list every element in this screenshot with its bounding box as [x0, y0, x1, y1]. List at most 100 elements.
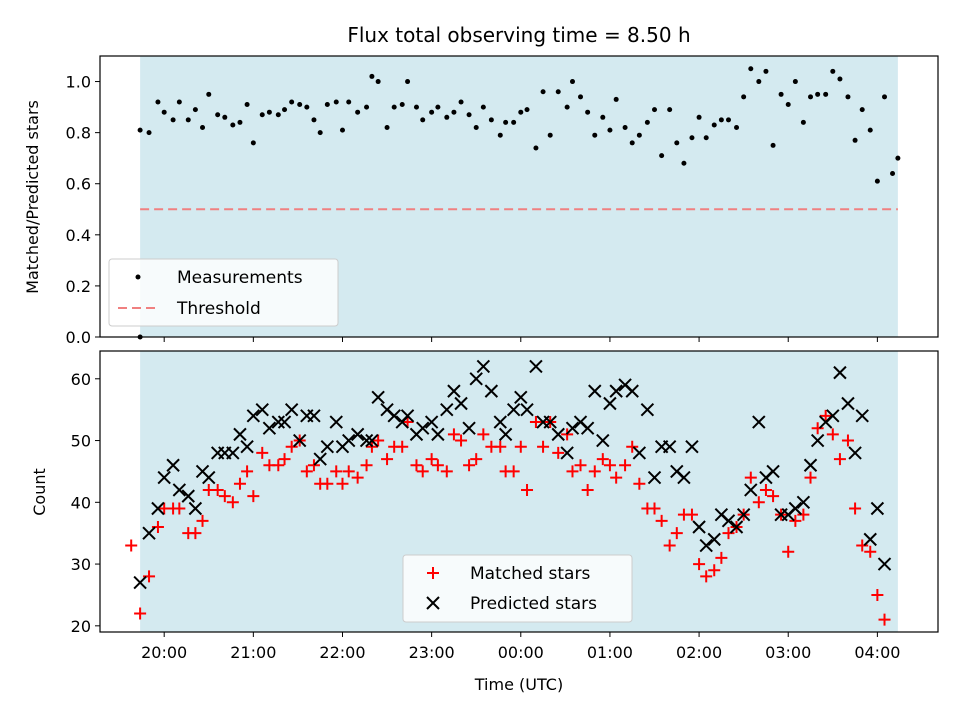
measurement-point: [244, 102, 250, 108]
measurement-point: [206, 91, 212, 97]
matched-star-point: [804, 471, 817, 484]
measurement-point: [808, 94, 814, 100]
predicted-star-point: [484, 384, 499, 398]
matched-star-point: [849, 502, 862, 515]
matched-star-point: [782, 545, 795, 558]
predicted-star-point: [476, 359, 491, 374]
measurement-point: [215, 112, 221, 118]
legend-matched-marker: [427, 567, 439, 579]
measurement-point: [413, 104, 419, 110]
top-ytick-label: 0.2: [66, 277, 91, 296]
matched-star-point: [596, 453, 609, 466]
measurement-point: [137, 127, 143, 133]
predicted-star-point: [699, 538, 713, 553]
measurement-point: [355, 109, 361, 115]
matched-star-point: [321, 477, 334, 490]
matched-star-point: [767, 490, 780, 503]
measurement-point: [622, 125, 628, 131]
top-axis-ticks: 0.0 0.2 0.4 0.6 0.8 1.0: [66, 73, 878, 347]
measurement-point: [200, 125, 206, 131]
measurement-point: [511, 119, 517, 125]
measurement-point: [895, 155, 901, 161]
measurement-point: [176, 99, 182, 105]
predicted-star-point: [662, 440, 677, 454]
measurement-point: [711, 122, 717, 128]
top-ylabel: Matched/Predicted stars: [23, 100, 42, 294]
measurement-point: [185, 117, 191, 123]
matched-star-point: [410, 459, 423, 472]
matched-star-point: [272, 459, 285, 472]
matched-star-point: [626, 440, 639, 453]
xtick-label: 04:00: [854, 643, 900, 662]
xtick-label: 21:00: [230, 643, 276, 662]
bottom-ytick-label: 50: [71, 432, 91, 451]
matched-star-point: [552, 446, 565, 459]
predicted-star-point: [469, 372, 483, 386]
measurement-point: [384, 125, 390, 131]
predicted-star-point: [796, 495, 811, 510]
measurement-point: [792, 79, 798, 85]
matched-star-point: [878, 613, 891, 626]
predicted-star-point: [271, 415, 286, 429]
measurement-point: [830, 68, 836, 74]
predicted-star-point: [603, 396, 617, 411]
predicted-star-point: [277, 415, 292, 429]
measurement-point: [250, 140, 256, 146]
matched-star-point: [477, 428, 490, 441]
measurement-point: [547, 132, 553, 138]
measurement-point: [718, 117, 724, 123]
matched-star-point: [247, 490, 260, 503]
matched-star-point: [693, 558, 706, 571]
predicted-star-point: [166, 458, 180, 472]
measurement-point: [518, 109, 524, 115]
predicted-star-point: [240, 440, 254, 454]
measurement-point: [391, 104, 397, 110]
measurement-point: [466, 112, 472, 118]
predicted-star-point: [560, 446, 574, 460]
matched-star-point: [722, 527, 735, 540]
matched-star-point: [537, 440, 550, 453]
measurement-point: [607, 127, 613, 133]
measurement-point: [726, 117, 731, 123]
measurement-point: [192, 107, 198, 113]
predicted-star-point: [514, 390, 528, 405]
predicted-star-point: [565, 421, 580, 435]
predicted-star-point: [292, 433, 307, 448]
top-ytick-label: 0.0: [66, 328, 91, 347]
measurement-point: [837, 76, 843, 82]
predicted-star-point: [551, 427, 565, 442]
matched-star-point: [463, 459, 476, 472]
x-axis-label: Time (UTC): [474, 675, 563, 694]
predicted-star-point: [462, 421, 476, 435]
predicted-star-point: [262, 421, 277, 435]
measurement-point: [652, 107, 658, 113]
matched-star-point: [715, 551, 728, 564]
predicted-star-point: [625, 384, 639, 398]
predicted-star-point: [744, 483, 758, 497]
measurement-point: [578, 94, 584, 100]
measurement-point: [420, 117, 426, 123]
predicted-star-point: [142, 526, 156, 540]
measurement-point: [458, 99, 464, 105]
legend-matched-label: Matched stars: [470, 564, 590, 584]
predicted-star-point: [440, 402, 454, 417]
matched-star-point: [514, 440, 527, 453]
matched-star-point: [871, 588, 884, 601]
matched-star-point: [455, 434, 468, 447]
predicted-star-point: [447, 384, 461, 398]
measurement-point: [696, 114, 702, 120]
measurement-point: [800, 119, 806, 125]
measurement-point: [882, 94, 888, 100]
measurement-point: [644, 119, 650, 125]
measurement-point: [405, 79, 411, 85]
measurement-point: [155, 99, 161, 105]
matched-star-point: [226, 496, 239, 509]
predicted-star-point: [736, 507, 751, 522]
xtick-label: 00:00: [498, 643, 544, 662]
matched-star-point: [655, 514, 668, 527]
xtick-label: 03:00: [765, 643, 811, 662]
predicted-star-point: [841, 396, 855, 411]
legend-threshold-label: Threshold: [176, 299, 261, 319]
matched-star-point: [431, 459, 444, 472]
matched-star-point: [566, 465, 579, 478]
